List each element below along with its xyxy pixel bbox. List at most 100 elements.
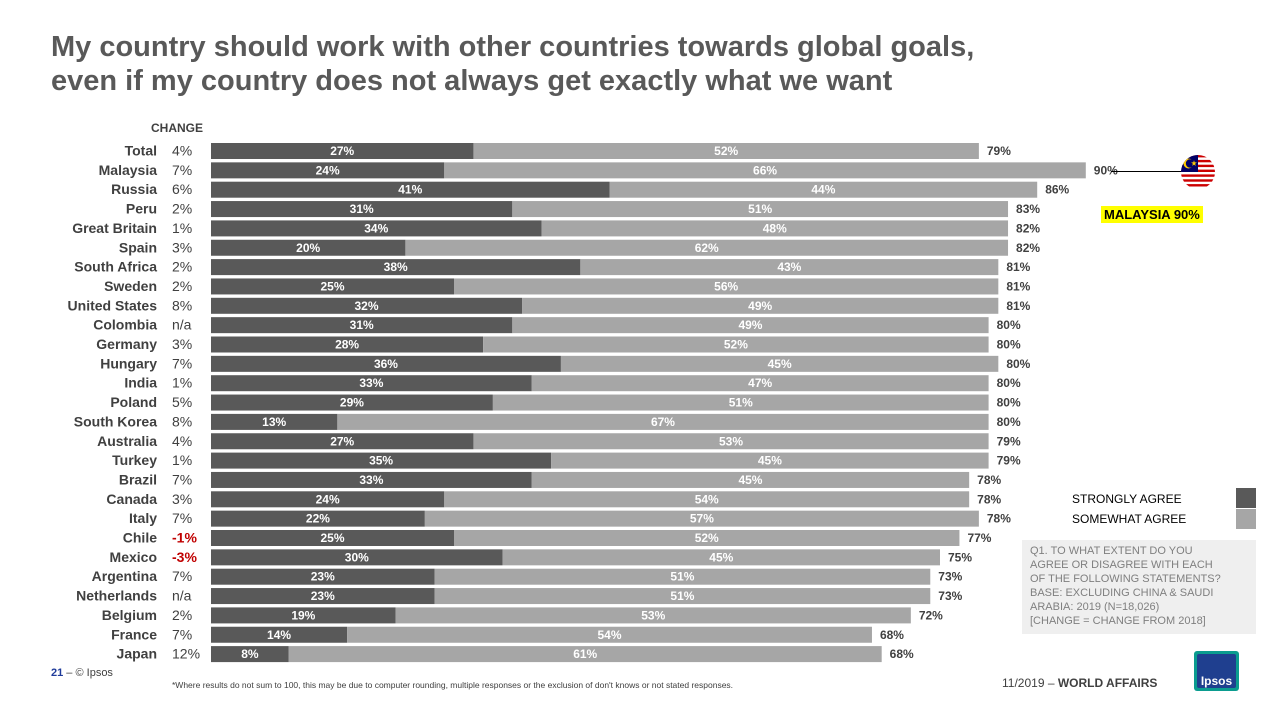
country-label: Australia xyxy=(97,433,157,449)
data-label-total: 78% xyxy=(987,512,1011,526)
bar-somewhat-agree xyxy=(405,239,1009,256)
country-label: Spain xyxy=(119,239,157,255)
data-label-total: 78% xyxy=(977,492,1001,506)
bar-strongly-agree xyxy=(211,568,435,585)
change-value: 7% xyxy=(172,355,192,371)
data-label-total: 68% xyxy=(890,647,914,661)
data-label-total: 78% xyxy=(977,473,1001,487)
bar-strongly-agree xyxy=(211,607,396,624)
footer-section: 11/2019 – WORLD AFFAIRS xyxy=(1002,676,1158,690)
change-value: 5% xyxy=(172,394,192,410)
footnote: *Where results do not sum to 100, this m… xyxy=(172,680,734,690)
bar-somewhat-agree xyxy=(541,220,1009,237)
data-label-strongly-agree: 36% xyxy=(374,357,398,371)
country-label: Malaysia xyxy=(99,162,158,178)
data-label-total: 80% xyxy=(997,318,1021,332)
bar-somewhat-agree xyxy=(454,530,960,546)
country-label: Great Britain xyxy=(72,220,157,236)
bar-strongly-agree xyxy=(211,259,581,276)
data-label-somewhat-agree: 51% xyxy=(729,396,753,410)
change-value: 3% xyxy=(172,239,192,255)
data-label-strongly-agree: 8% xyxy=(241,647,259,661)
change-value: 4% xyxy=(172,433,192,449)
country-label: Japan xyxy=(117,646,157,662)
change-value: 2% xyxy=(172,259,192,275)
data-label-strongly-agree: 22% xyxy=(306,512,330,526)
data-label-strongly-agree: 13% xyxy=(262,415,286,429)
data-label-somewhat-agree: 61% xyxy=(573,647,597,661)
change-value: 6% xyxy=(172,181,192,197)
data-label-strongly-agree: 33% xyxy=(359,376,383,390)
data-label-somewhat-agree: 53% xyxy=(641,608,665,622)
country-label: Belgium xyxy=(102,607,157,623)
country-label: Sweden xyxy=(104,278,157,294)
change-value: -3% xyxy=(172,549,197,565)
data-label-somewhat-agree: 45% xyxy=(738,473,762,487)
country-label: Total xyxy=(125,143,157,159)
bar-somewhat-agree xyxy=(337,413,989,430)
bar-somewhat-agree xyxy=(454,278,999,295)
bar-strongly-agree xyxy=(211,181,610,198)
data-label-somewhat-agree: 52% xyxy=(695,531,719,545)
bar-strongly-agree xyxy=(211,413,338,430)
bar-strongly-agree xyxy=(211,626,348,643)
bar-somewhat-agree xyxy=(551,452,989,469)
bar-somewhat-agree xyxy=(473,433,989,450)
change-value: 7% xyxy=(172,568,192,584)
bar-somewhat-agree xyxy=(395,607,911,624)
note-line: ARABIA: 2019 (N=18,026) xyxy=(1030,601,1160,613)
country-label: Chile xyxy=(123,530,157,546)
bar-strongly-agree xyxy=(211,220,542,237)
country-label: Canada xyxy=(106,491,157,507)
data-label-somewhat-agree: 51% xyxy=(670,570,694,584)
title-line-1: My country should work with other countr… xyxy=(51,31,975,63)
data-label-strongly-agree: 33% xyxy=(359,473,383,487)
data-label-strongly-agree: 27% xyxy=(330,144,354,158)
data-label-strongly-agree: 38% xyxy=(384,260,408,274)
data-label-strongly-agree: 29% xyxy=(340,396,364,410)
bar-strongly-agree xyxy=(211,278,454,295)
data-label-total: 80% xyxy=(997,338,1021,352)
data-label-somewhat-agree: 66% xyxy=(753,163,777,177)
data-label-strongly-agree: 14% xyxy=(267,628,291,642)
change-value: n/a xyxy=(172,317,192,333)
data-label-total: 75% xyxy=(948,550,972,564)
change-value: n/a xyxy=(172,588,192,604)
data-label-strongly-agree: 20% xyxy=(296,241,320,255)
data-label-somewhat-agree: 45% xyxy=(768,357,792,371)
bar-somewhat-agree xyxy=(434,568,931,585)
data-label-strongly-agree: 19% xyxy=(291,608,315,622)
bar-somewhat-agree xyxy=(434,588,931,605)
bar-somewhat-agree xyxy=(531,471,970,488)
bar-strongly-agree xyxy=(211,510,425,527)
page-number: 21 – © Ipsos xyxy=(51,667,113,679)
data-label-strongly-agree: 31% xyxy=(350,202,374,216)
change-value: 1% xyxy=(172,375,192,391)
bar-somewhat-agree xyxy=(609,181,1038,198)
data-label-strongly-agree: 24% xyxy=(316,163,340,177)
bar-somewhat-agree xyxy=(347,626,872,643)
data-label-total: 81% xyxy=(1006,299,1030,313)
bar-strongly-agree xyxy=(211,162,445,179)
data-label-total: 80% xyxy=(997,415,1021,429)
data-label-total: 72% xyxy=(919,608,943,622)
change-column-header: CHANGE xyxy=(151,121,204,135)
change-value: 7% xyxy=(172,510,192,526)
bar-strongly-agree xyxy=(211,239,406,256)
change-value: 2% xyxy=(172,201,192,217)
data-label-somewhat-agree: 56% xyxy=(714,279,738,293)
bar-strongly-agree xyxy=(211,646,289,663)
change-value: 7% xyxy=(172,162,192,178)
change-value: 7% xyxy=(172,471,192,487)
country-label: Germany xyxy=(96,336,157,352)
data-label-total: 80% xyxy=(997,376,1021,390)
country-label: Poland xyxy=(110,394,157,410)
data-label-somewhat-agree: 51% xyxy=(670,589,694,603)
bar-somewhat-agree xyxy=(473,143,979,159)
data-label-total: 83% xyxy=(1016,202,1040,216)
data-label-strongly-agree: 34% xyxy=(364,221,388,235)
bar-somewhat-agree xyxy=(580,259,999,276)
legend-somewhat-agree-label: SOMEWHAT AGREE xyxy=(1072,512,1187,526)
change-value: 1% xyxy=(172,220,192,236)
